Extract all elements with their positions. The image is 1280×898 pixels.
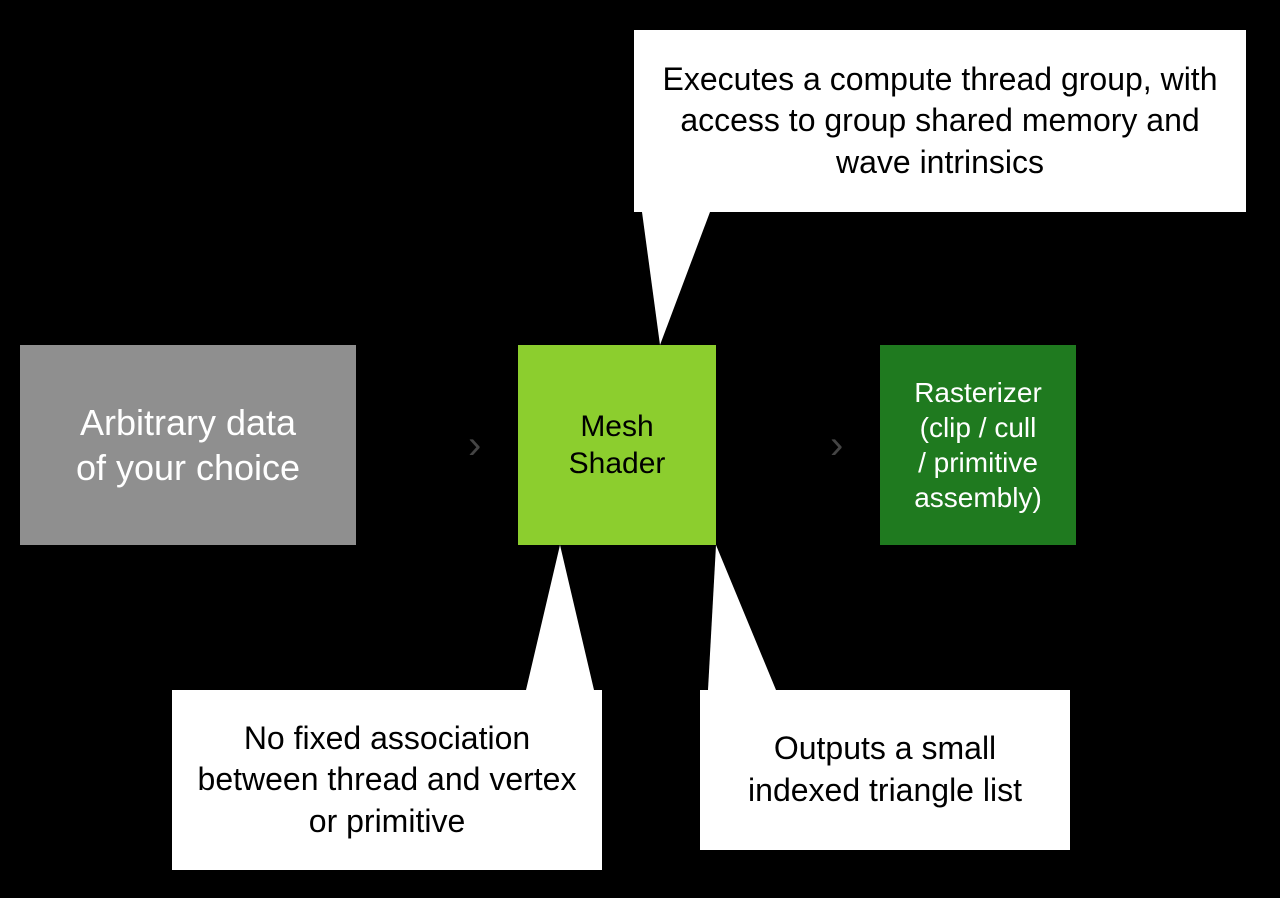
callout-no-fixed-association: No fixed association between thread and … — [172, 690, 602, 870]
callout-outputs-triangle-list: Outputs a small indexed triangle list — [700, 690, 1070, 850]
rasterizer-line3: / primitive — [914, 445, 1042, 480]
rasterizer-line2: (clip / cull — [914, 410, 1042, 445]
rasterizer-line4: assembly) — [914, 480, 1042, 515]
mesh-shader-box: Mesh Shader — [518, 345, 716, 545]
input-data-box: Arbitrary data of your choice — [20, 345, 356, 545]
rasterizer-line1: Rasterizer — [914, 375, 1042, 410]
input-data-line1: Arbitrary data — [76, 400, 300, 445]
flow-arrow-icon: › — [468, 425, 481, 465]
callout-outputs-text: Outputs a small indexed triangle list — [724, 728, 1046, 811]
callout-no-fixed-text: No fixed association between thread and … — [196, 718, 578, 843]
input-data-line2: of your choice — [76, 445, 300, 490]
rasterizer-box: Rasterizer (clip / cull / primitive asse… — [880, 345, 1076, 545]
callout-compute-text: Executes a compute thread group, with ac… — [658, 59, 1222, 184]
callout-compute-thread-group: Executes a compute thread group, with ac… — [634, 30, 1246, 212]
mesh-shader-line2: Shader — [569, 445, 666, 483]
flow-arrow-icon: › — [830, 425, 843, 465]
mesh-shader-line1: Mesh — [569, 408, 666, 446]
